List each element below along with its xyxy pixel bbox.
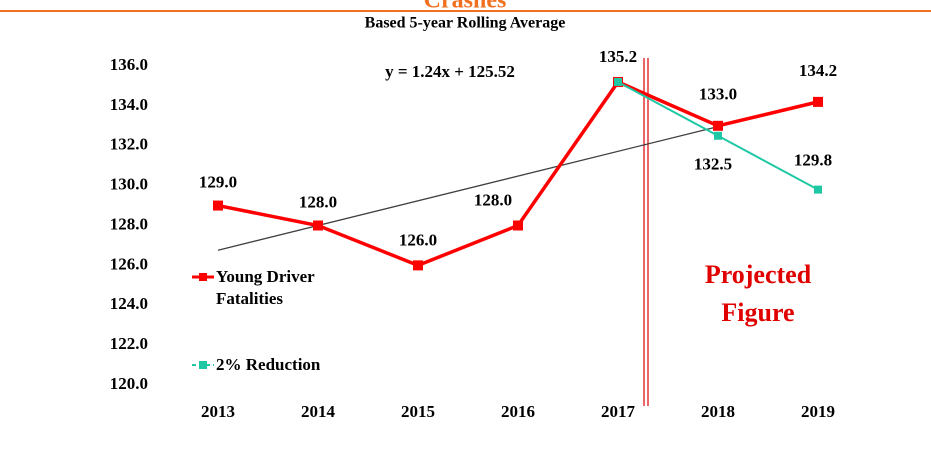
data-label: 132.5 xyxy=(694,155,732,174)
point-marker xyxy=(713,120,723,131)
y-tick-label: 130.0 xyxy=(110,175,148,194)
point-marker xyxy=(313,220,323,231)
point-marker xyxy=(714,131,722,140)
y-tick-label: 128.0 xyxy=(110,214,148,233)
x-tick-label: 2016 xyxy=(501,402,535,421)
data-label: 133.0 xyxy=(699,85,737,104)
data-label: 134.2 xyxy=(799,61,837,80)
y-tick-label: 136.0 xyxy=(110,55,148,74)
chart-subtitle: Based 5-year Rolling Average xyxy=(365,15,566,32)
legend-label: Young Driver Fatalities xyxy=(216,267,315,308)
data-label: 126.0 xyxy=(399,230,437,249)
data-label: 135.2 xyxy=(599,47,637,66)
point-marker xyxy=(813,96,823,107)
y-tick-label: 124.0 xyxy=(110,294,148,313)
y-tick-label: 120.0 xyxy=(110,374,148,393)
y-tick-label: 134.0 xyxy=(110,95,148,114)
legend-swatch xyxy=(199,361,207,369)
chart-title: Crashes xyxy=(424,0,507,14)
point-marker xyxy=(413,260,423,271)
x-tick-label: 2013 xyxy=(201,402,235,421)
data-label: 128.0 xyxy=(474,190,512,209)
trendline-label: y = 1.24x + 125.52 xyxy=(385,62,515,81)
data-label: 128.0 xyxy=(299,192,337,211)
annotation: Projected Figure xyxy=(705,260,812,327)
point-marker xyxy=(814,185,822,194)
y-tick-label: 132.0 xyxy=(110,135,148,154)
x-tick-label: 2015 xyxy=(401,402,435,421)
data-label: 129.8 xyxy=(794,151,832,170)
x-tick-label: 2017 xyxy=(601,402,636,421)
data-label: 129.0 xyxy=(199,172,237,191)
legend-swatch xyxy=(199,273,207,281)
point-marker xyxy=(213,200,223,211)
y-tick-label: 126.0 xyxy=(110,254,148,273)
legend-label: 2% Reduction xyxy=(216,355,321,374)
y-tick-label: 122.0 xyxy=(110,334,148,353)
x-tick-label: 2018 xyxy=(701,402,735,421)
point-marker xyxy=(513,220,523,231)
point-marker xyxy=(614,77,622,86)
x-tick-label: 2019 xyxy=(801,402,835,421)
x-tick-label: 2014 xyxy=(301,402,336,421)
